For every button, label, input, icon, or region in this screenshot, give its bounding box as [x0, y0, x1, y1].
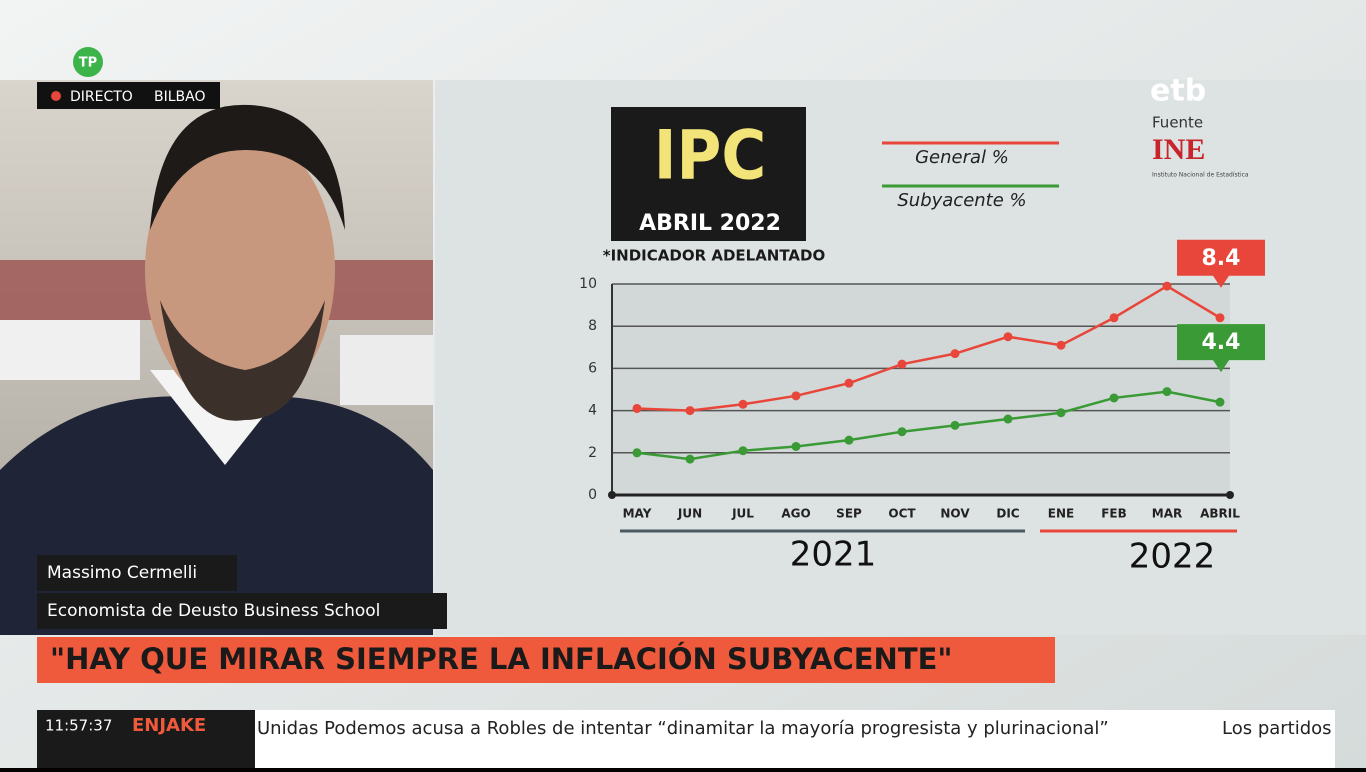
axis-end: [1226, 491, 1234, 499]
data-point: [897, 359, 907, 369]
chart-title: IPC: [654, 117, 766, 196]
x-tick-label: NOV: [940, 507, 970, 521]
value-label: 4.4: [1202, 330, 1241, 355]
series-line: [636, 284, 1221, 412]
data-point: [1056, 340, 1066, 350]
data-point: [738, 399, 748, 409]
data-point: [632, 448, 642, 458]
data-point: [950, 420, 960, 430]
data-point: [897, 427, 907, 437]
y-tick-label: 10: [579, 276, 597, 292]
face: [145, 130, 335, 410]
desk: [340, 335, 433, 405]
x-tick-label: FEB: [1101, 507, 1127, 521]
axis-end: [608, 491, 616, 499]
data-point: [1109, 313, 1119, 323]
speaker-role: Economista de Deusto Business School: [47, 601, 380, 621]
y-tick-label: 4: [588, 403, 597, 419]
source: INE: [1152, 133, 1205, 166]
plot-area: [612, 284, 1230, 495]
x-tick-label: SEP: [836, 507, 862, 521]
clock: 11:57:37: [45, 717, 112, 735]
speaker-name: Massimo Cermelli: [47, 563, 197, 583]
data-point: [1109, 393, 1119, 403]
value-label: 8.4: [1202, 246, 1241, 271]
data-point: [632, 403, 642, 413]
year-label: 2022: [1129, 537, 1216, 577]
y-tick-label: 8: [588, 318, 597, 334]
y-tick-label: 0: [588, 487, 597, 503]
y-tick-label: 6: [588, 360, 597, 376]
callout-box: [1177, 239, 1265, 288]
x-tick-label: JUL: [731, 507, 754, 521]
x-tick-label: DIC: [996, 507, 1019, 521]
x-tick-label: ABRIL: [1200, 507, 1240, 521]
legend-label: General %: [915, 147, 1009, 168]
data-point: [1215, 397, 1225, 407]
x-tick-label: OCT: [888, 507, 916, 521]
data-point: [791, 441, 801, 451]
data-point: [950, 349, 960, 359]
role-box: [37, 593, 447, 629]
callout-box: [1177, 324, 1265, 373]
channel-badge: [73, 47, 103, 77]
headline-box: [37, 637, 1055, 683]
network-logo: etb: [1150, 74, 1206, 109]
x-tick-label: MAY: [623, 507, 652, 521]
title-box: [611, 107, 806, 241]
data-point: [685, 454, 695, 464]
beard: [160, 300, 325, 421]
data-point: [844, 435, 854, 445]
data-point: [1003, 332, 1013, 342]
ticker-text: Unidas Podemos acusa a Robles de intenta…: [257, 718, 1109, 739]
location: BILBAO: [154, 89, 206, 105]
chart-subtitle: ABRIL 2022: [639, 211, 781, 236]
headline: "HAY QUE MIRAR SIEMPRE LA INFLACIÓN SUBY…: [50, 642, 953, 676]
year-label: 2021: [790, 535, 877, 575]
data-point: [844, 378, 854, 388]
y-tick-label: 2: [588, 445, 597, 461]
x-tick-label: JUN: [677, 507, 702, 521]
data-point: [685, 406, 695, 416]
data-point: [1056, 408, 1066, 418]
data-point: [791, 391, 801, 401]
source-caption: Instituto Nacional de Estadística: [1152, 172, 1249, 179]
x-tick-label: AGO: [781, 507, 810, 521]
data-point: [1003, 414, 1013, 424]
program: ENJAKE: [132, 715, 206, 736]
line-chart: 0 2 4 6 8 10 MAY JUN JUL AGO SEP OCT NOV DIC ENE FEB MAR…: [579, 141, 1265, 521]
data-point: [1215, 313, 1225, 323]
x-tick-label: MAR: [1152, 507, 1182, 521]
ticker-label-box: [37, 710, 255, 768]
data-point: [738, 446, 748, 456]
ticker-next: Los partidos: [1222, 718, 1332, 739]
channel-badge-text: TP: [79, 56, 97, 71]
desk: [0, 320, 140, 380]
source-label: Fuente: [1152, 114, 1203, 132]
video-feed: [0, 80, 433, 635]
x-tick-label: ENE: [1048, 507, 1074, 521]
data-point: [1162, 387, 1172, 397]
name-box: [37, 555, 237, 591]
data-point: [1162, 281, 1172, 291]
live-tag: [37, 82, 220, 109]
chart-note: *INDICADOR ADELANTADO: [603, 247, 826, 265]
series-line: [636, 390, 1221, 461]
legend-label: Subyacente %: [897, 190, 1026, 211]
live-dot: [51, 91, 61, 101]
hair: [150, 104, 345, 230]
live-label: DIRECTO: [70, 89, 133, 105]
